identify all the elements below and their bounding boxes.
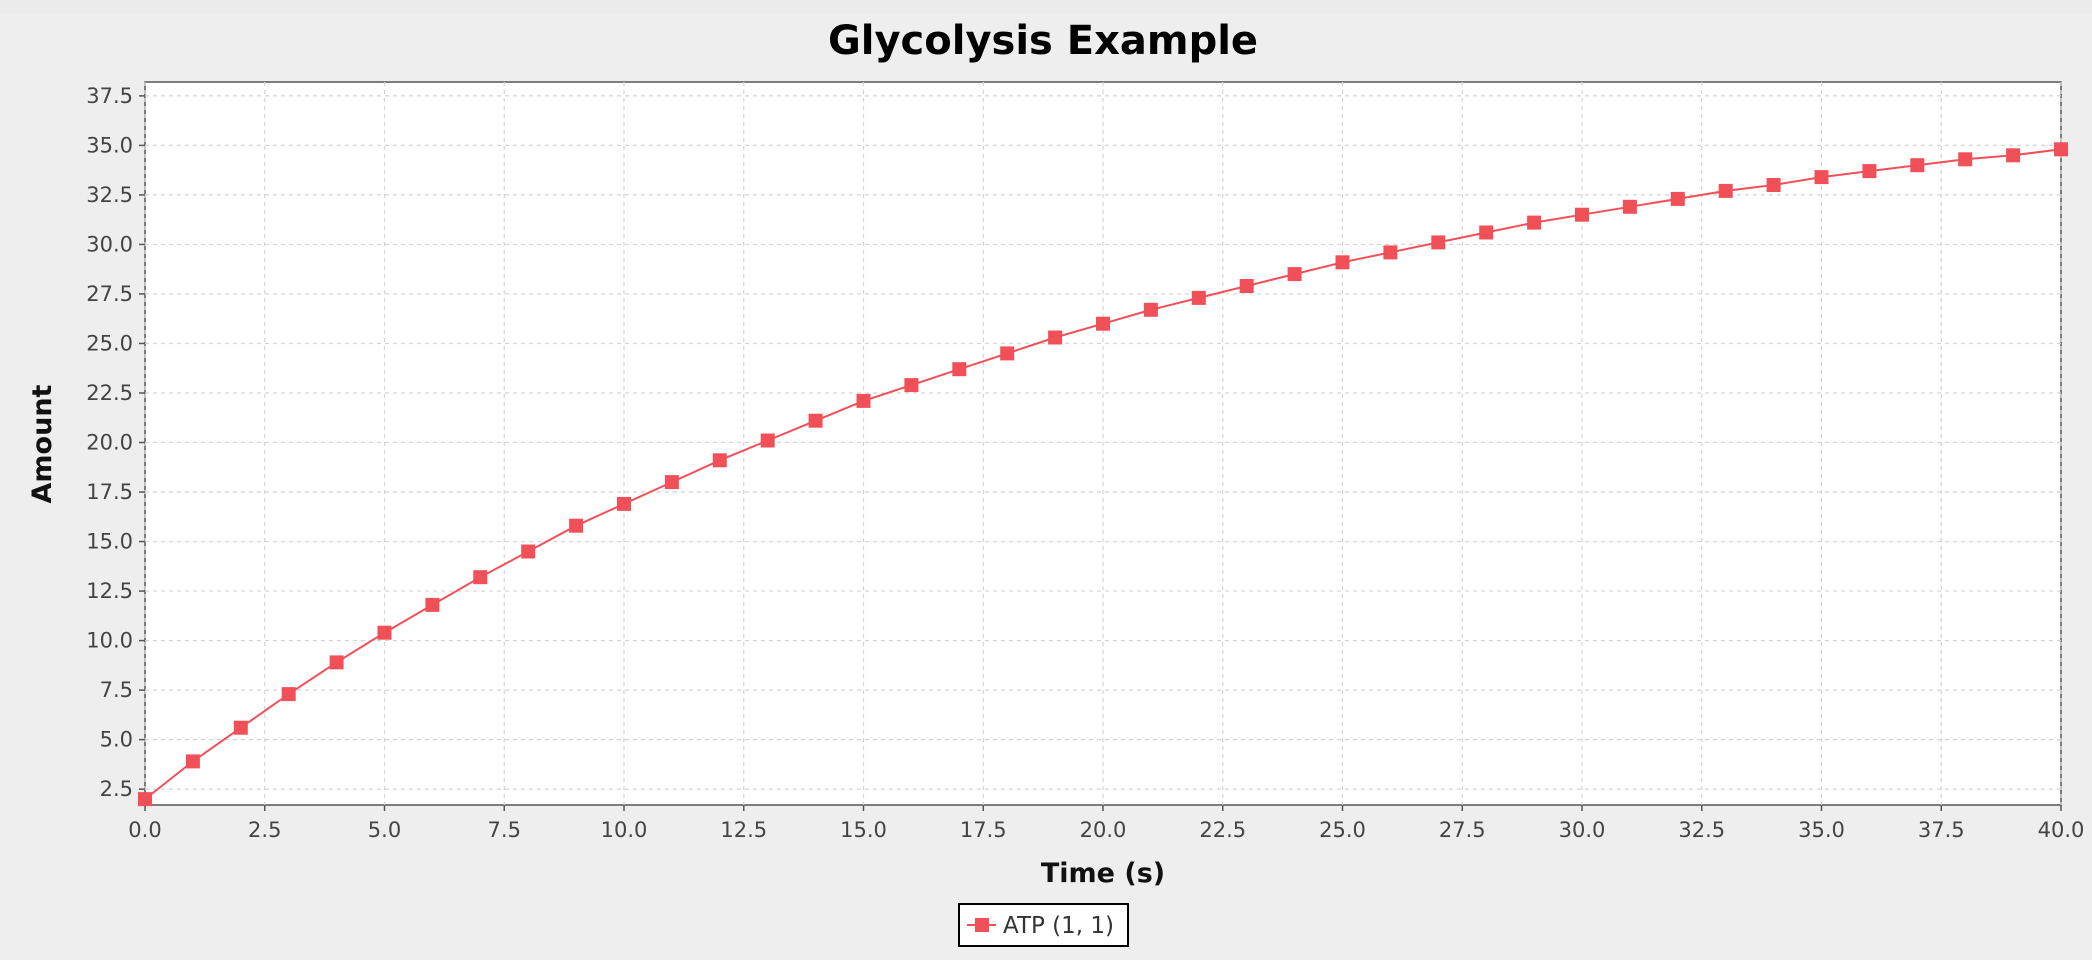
x-tick-label: 30.0: [1559, 818, 1606, 842]
x-tick-label: 10.0: [601, 818, 648, 842]
y-tick-label: 5.0: [100, 728, 133, 752]
x-tick-label: 37.5: [1918, 818, 1965, 842]
y-tick-label: 37.5: [86, 84, 133, 108]
y-axis: 2.5 5.0 7.5 10.0 12.5 15.0 17.5 20.0 22.5 25.0 27.…: [86, 84, 145, 801]
data-point: [1479, 225, 1494, 240]
data-point: [760, 433, 775, 448]
data-point: [281, 687, 296, 702]
y-tick-label: 20.0: [86, 431, 133, 455]
data-point: [185, 754, 200, 769]
y-tick-label: 25.0: [86, 331, 133, 355]
legend: ATP (1, 1): [958, 903, 1129, 947]
data-point: [1862, 164, 1877, 179]
data-point: [1958, 152, 1973, 167]
data-point: [808, 413, 823, 428]
x-tick-label: 20.0: [1080, 818, 1127, 842]
series-layer: [138, 142, 2068, 807]
x-axis-title: Time (s): [1041, 858, 1165, 889]
data-point: [1287, 267, 1302, 282]
data-point: [377, 625, 392, 640]
y-tick-label: 15.0: [86, 530, 133, 554]
data-point: [1622, 199, 1637, 214]
data-point: [952, 362, 967, 377]
x-tick-label: 12.5: [720, 818, 767, 842]
data-point: [1814, 170, 1829, 185]
y-tick-label: 32.5: [86, 183, 133, 207]
data-point: [1143, 302, 1158, 317]
data-point: [617, 496, 631, 511]
x-tick-label: 0.0: [128, 818, 161, 842]
x-tick-label: 2.5: [248, 818, 281, 842]
data-point: [1191, 290, 1206, 305]
data-point: [1000, 346, 1015, 361]
data-point: [664, 475, 679, 490]
data-point: [1431, 235, 1446, 250]
data-point: [2006, 148, 2021, 163]
y-axis-title: Amount: [27, 384, 58, 503]
data-point: [138, 792, 152, 807]
x-tick-label: 7.5: [488, 818, 521, 842]
data-point: [856, 393, 871, 408]
y-tick-label: 7.5: [100, 678, 133, 702]
x-tick-label: 25.0: [1319, 818, 1366, 842]
y-tick-label: 10.0: [86, 629, 133, 653]
data-point: [2054, 142, 2068, 157]
data-point: [1575, 207, 1589, 222]
data-point: [473, 570, 488, 585]
x-tick-label: 5.0: [368, 818, 401, 842]
grid-lines: [144, 82, 2062, 805]
x-tick-label: 35.0: [1798, 818, 1845, 842]
x-tick-label: 22.5: [1199, 818, 1246, 842]
data-point: [1766, 178, 1781, 192]
data-point: [1383, 245, 1398, 260]
y-tick-label: 2.5: [100, 777, 133, 801]
data-point: [1096, 316, 1110, 331]
data-point: [904, 378, 919, 393]
data-point: [1527, 215, 1542, 230]
x-tick-label: 32.5: [1678, 818, 1725, 842]
y-tick-label: 35.0: [86, 133, 133, 157]
y-tick-label: 12.5: [86, 579, 133, 603]
chart-panel: Glycolysis Example 0.0 2.5 5.0 7.5 10.0 12.5 1…: [0, 14, 2092, 960]
x-axis: 0.0 2.5 5.0 7.5 10.0 12.5 15.0 17.5 20.0 22.5 25.0…: [128, 805, 2084, 842]
chart-svg: Glycolysis Example 0.0 2.5 5.0 7.5 10.0 12.5 1…: [27, 18, 2084, 947]
data-point: [329, 655, 344, 670]
chart-title: Glycolysis Example: [828, 18, 1258, 64]
data-point: [1718, 183, 1733, 198]
data-point: [1335, 255, 1350, 270]
data-point: [712, 453, 727, 468]
data-point: [1048, 330, 1063, 345]
y-tick-label: 30.0: [86, 232, 133, 256]
x-tick-label: 27.5: [1439, 818, 1486, 842]
data-point: [569, 518, 584, 533]
data-point: [1239, 279, 1254, 293]
data-point: [1910, 158, 1925, 173]
x-tick-label: 15.0: [840, 818, 887, 842]
data-point: [521, 544, 536, 559]
legend-label: ATP (1, 1): [1003, 913, 1114, 939]
legend-marker: [975, 918, 989, 932]
data-point: [233, 720, 248, 735]
data-point: [1670, 191, 1685, 206]
y-tick-label: 22.5: [86, 381, 133, 405]
x-tick-label: 17.5: [960, 818, 1007, 842]
data-point: [425, 597, 440, 612]
x-tick-label: 40.0: [2038, 818, 2085, 842]
y-tick-label: 27.5: [86, 282, 133, 306]
y-tick-label: 17.5: [86, 480, 133, 504]
